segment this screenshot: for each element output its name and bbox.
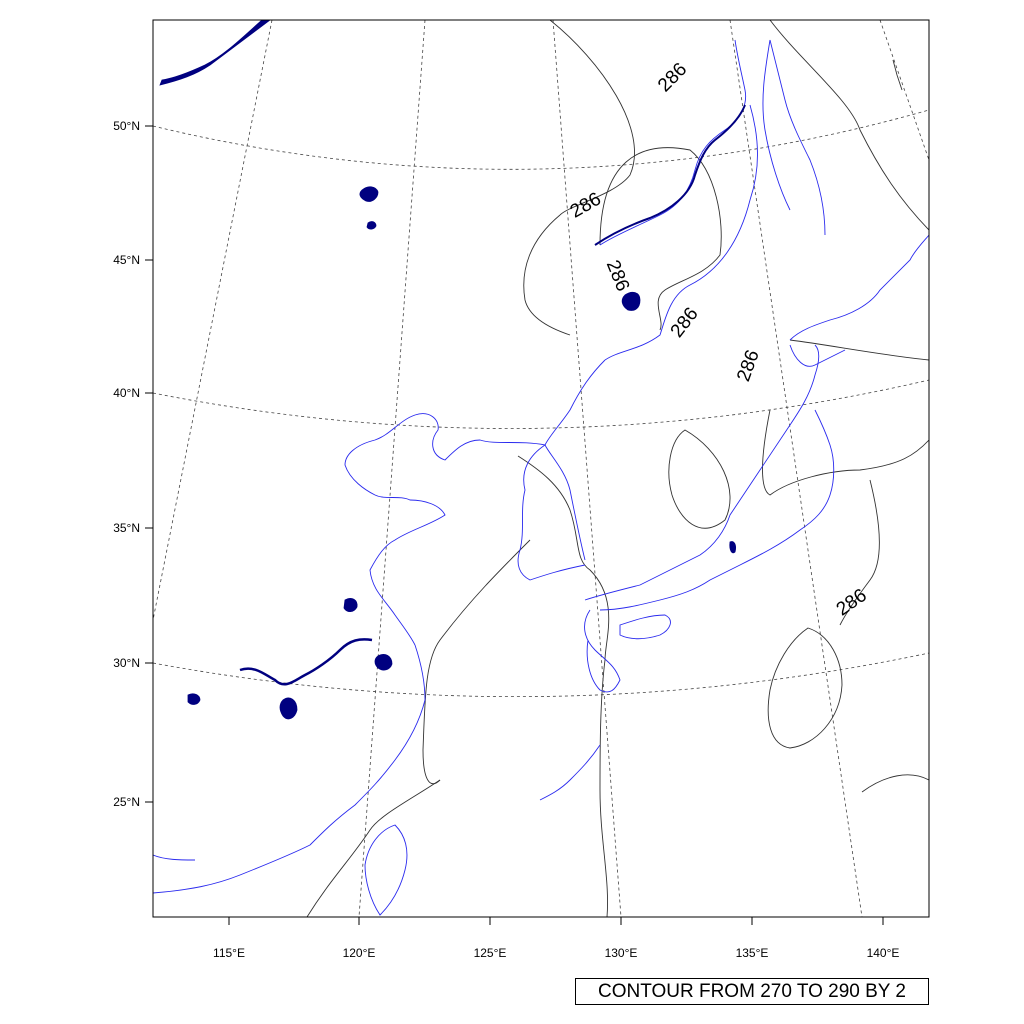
- coast-hokkaido: [789, 234, 929, 341]
- lake-hongze: [343, 598, 358, 613]
- contour-right-mid: [789, 339, 929, 361]
- contour-west-band: [422, 539, 531, 785]
- coast-ryukyu: [539, 744, 601, 801]
- lake-khanka: [621, 291, 641, 311]
- coast-sakhalin: [769, 39, 826, 236]
- parallel-30n: [153, 652, 929, 698]
- contour-north: [549, 20, 635, 216]
- lat-label: 25°N: [113, 795, 140, 809]
- lon-label: 120°E: [343, 946, 376, 960]
- contour-label: 286: [667, 304, 703, 342]
- coast-bohai: [344, 413, 546, 496]
- coastlines: [153, 39, 929, 916]
- contour-info-label: CONTOUR FROM 270 TO 290 BY 2: [575, 978, 929, 1005]
- plot-frame: [152, 19, 930, 918]
- lake-biwa: [729, 541, 737, 554]
- coast-kyushu: [584, 609, 621, 693]
- coast-taiwan: [364, 824, 408, 916]
- lakes: [159, 20, 746, 720]
- contour-label: 286: [833, 585, 871, 620]
- contour-small-east: [892, 59, 903, 91]
- coast-amur: [599, 39, 747, 246]
- lat-label: 40°N: [113, 386, 140, 400]
- lake-poyang: [279, 697, 298, 720]
- lake-buir: [366, 221, 377, 230]
- parallel-50n: [153, 109, 929, 170]
- coast-primorye: [604, 104, 758, 361]
- graticule: [153, 20, 929, 917]
- coast-honshu: [584, 344, 820, 601]
- contour-taiwan: [306, 779, 441, 917]
- meridian-120e: [358, 20, 426, 917]
- lake-taihu: [374, 654, 393, 671]
- lake-baikal: [159, 20, 271, 86]
- contour-east-loop: [762, 409, 929, 496]
- lat-label: 30°N: [113, 656, 140, 670]
- meridian-135e: [879, 20, 929, 161]
- contour-lines: [306, 20, 929, 917]
- lake-hulun: [359, 186, 379, 202]
- contour-south-loop: [767, 627, 843, 749]
- lon-tick-labels: 115°E 120°E 125°E 130°E 135°E 140°E: [213, 946, 899, 960]
- contour-label: 286: [602, 257, 633, 294]
- contour-center: [599, 147, 722, 331]
- coast-hokkaido-south: [789, 344, 846, 367]
- contour-label: 286: [654, 59, 691, 96]
- lon-label: 135°E: [736, 946, 769, 960]
- contour-left-loop: [523, 214, 571, 336]
- lat-ticks: [145, 125, 153, 803]
- coast-honshu-south: [599, 409, 835, 611]
- lon-label: 140°E: [867, 946, 900, 960]
- lake-dongting: [187, 693, 201, 705]
- lon-label: 115°E: [213, 946, 245, 960]
- coast-shandong: [369, 494, 446, 646]
- parallel-40n: [153, 379, 929, 429]
- coast-korea-west: [517, 444, 586, 581]
- contour-label: 286: [567, 189, 605, 223]
- contour-label: 286: [733, 347, 764, 384]
- lat-tick-labels: 50°N 45°N 40°N 35°N 30°N 25°N: [113, 119, 140, 809]
- lon-label: 130°E: [605, 946, 638, 960]
- contour-korea-strait: [517, 455, 610, 917]
- contour-east-loop-2: [668, 429, 731, 529]
- lat-label: 35°N: [113, 521, 140, 535]
- lat-label: 45°N: [113, 253, 140, 267]
- coast-hainan-ish: [153, 854, 196, 861]
- coast-shikoku: [619, 614, 671, 640]
- coast-china-east: [153, 644, 426, 894]
- contour-labels: 286 286 286 286 286 286: [567, 59, 871, 620]
- meridian-125e: [552, 20, 622, 917]
- contour-right-upper: [769, 20, 929, 231]
- meridian-115e: [153, 20, 273, 621]
- lon-label: 125°E: [474, 946, 507, 960]
- meridian-130e: [729, 20, 863, 917]
- contour-se: [861, 774, 929, 793]
- contour-far-east: [839, 479, 880, 626]
- river-yangtze: [239, 638, 373, 686]
- lon-ticks: [228, 917, 884, 925]
- lat-label: 50°N: [113, 119, 140, 133]
- river-songhua: [594, 104, 746, 246]
- coast-sakhalin-west: [762, 39, 791, 211]
